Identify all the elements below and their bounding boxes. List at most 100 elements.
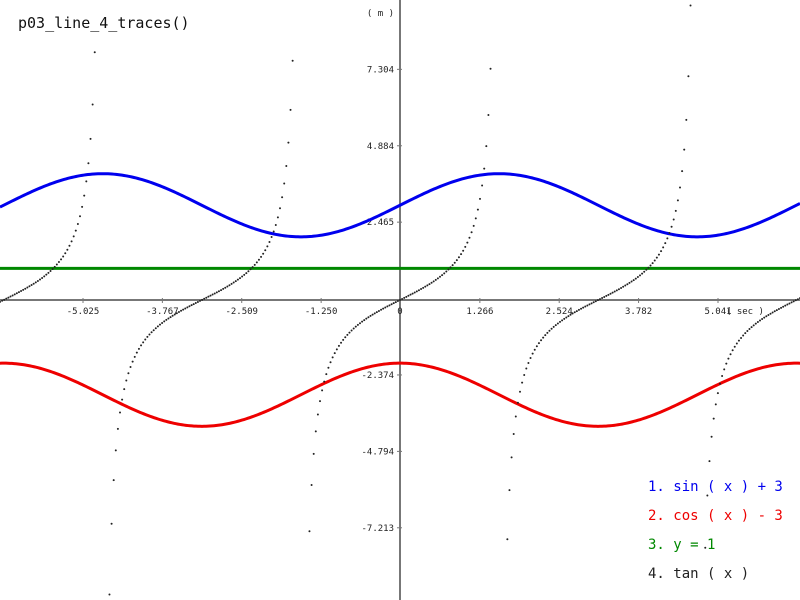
series-4-point [761, 318, 764, 321]
series-4-point [653, 259, 656, 262]
series-4-point [401, 297, 404, 300]
series-4-point [590, 302, 593, 305]
series-4-point [76, 222, 79, 225]
series-4-point [316, 413, 319, 416]
series-4-point [205, 296, 208, 299]
series-4-point [60, 258, 63, 261]
series-4-point [605, 294, 608, 297]
series-4-point [733, 345, 736, 348]
series-4-point [537, 342, 540, 345]
series-4-point [119, 411, 121, 414]
series-4-point [291, 59, 294, 62]
series-1-line [0, 172, 800, 239]
series-4-point [552, 325, 555, 328]
series-4-point [786, 303, 789, 306]
series-4-point [171, 314, 174, 317]
series-4-point [121, 398, 124, 401]
series-4-point [615, 289, 618, 292]
series-4-point [7, 296, 10, 299]
series-4-point [727, 357, 730, 360]
series-4-point [409, 293, 412, 296]
series-4-point [742, 334, 745, 337]
series-4-point [180, 309, 183, 312]
series-4-point [192, 303, 195, 306]
series-4-point [228, 284, 231, 287]
series-4-point [771, 311, 774, 314]
series-4-point [72, 235, 75, 238]
series-4-point [116, 427, 119, 430]
series-4-point [196, 300, 199, 303]
series-4-point [236, 278, 239, 281]
series-4-point [266, 245, 269, 248]
series-4-point [575, 310, 578, 313]
series-4-point [340, 341, 343, 344]
series-4-point [399, 299, 401, 301]
series-4-point [622, 285, 625, 288]
series-4-point [792, 300, 795, 303]
series-4-point [609, 292, 612, 295]
series-4-point [525, 367, 528, 370]
series-4-point [319, 400, 321, 403]
series-4-point [323, 380, 326, 383]
series-4-point [592, 301, 595, 304]
series-4-point [540, 339, 543, 342]
series-4-point [561, 319, 564, 322]
series-4-point [632, 279, 635, 282]
series-4-point [767, 313, 770, 316]
series-4-point [508, 489, 511, 492]
series-4-point [782, 305, 785, 308]
series-4-point [626, 283, 629, 286]
series-4-point [188, 305, 191, 308]
series-4-point [723, 368, 726, 371]
series-4-point [11, 294, 14, 297]
series-4-point [554, 324, 557, 327]
series-4-point [519, 390, 521, 393]
series-4-point [426, 284, 429, 287]
series-4-point [0, 300, 1, 303]
series-4-point [146, 335, 149, 338]
series-4-point [375, 311, 378, 314]
series-4-point [748, 328, 751, 331]
series-4-point [264, 249, 267, 252]
series-4-point [775, 309, 778, 312]
series-4-point [639, 274, 641, 277]
series-4-point [335, 348, 338, 351]
series-4-point [563, 317, 566, 320]
series-4-point [567, 315, 570, 318]
series-4-point [373, 312, 376, 315]
series-4-point [91, 103, 94, 106]
series-4-point [45, 273, 48, 276]
series-4-point [140, 344, 143, 347]
series-4-point [20, 290, 23, 293]
x-tick-label: -3.767 [146, 307, 179, 317]
x-tick-label: -5.025 [67, 307, 100, 317]
series-4-point [708, 460, 711, 463]
series-4-point [154, 327, 157, 330]
series-4-point [344, 336, 347, 339]
series-4-point [683, 148, 686, 151]
series-4-point [342, 338, 345, 341]
series-4-point [28, 285, 31, 288]
series-4-point [279, 207, 281, 210]
series-4-point [64, 252, 67, 255]
series-4-point [257, 258, 260, 261]
series-4-point [506, 538, 509, 541]
series-4-point [596, 299, 599, 302]
series-4-point [114, 449, 117, 452]
series-4-point [272, 230, 275, 233]
series-4-point [443, 272, 446, 275]
series-4-point [533, 348, 536, 351]
series-4-point [415, 290, 418, 293]
series-4-point [369, 314, 372, 317]
series-4-point [672, 218, 675, 221]
x-tick-label: 1.266 [466, 307, 493, 317]
series-4-point [436, 277, 439, 280]
series-4-point [177, 310, 180, 313]
series-4-point [310, 483, 313, 486]
series-4-point [752, 324, 755, 327]
series-4-point [559, 320, 561, 323]
series-4-point [407, 294, 410, 297]
series-4-point [137, 347, 140, 350]
series-4-point [481, 184, 484, 187]
series-4-point [234, 280, 237, 283]
